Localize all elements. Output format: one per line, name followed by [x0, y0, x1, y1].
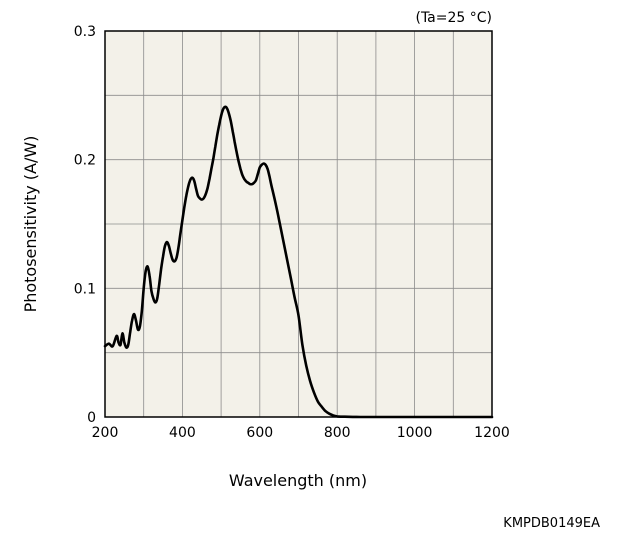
y-axis-title: Photosensitivity (A/W) [21, 136, 40, 313]
x-tick-label: 400 [169, 425, 196, 441]
grid [105, 31, 492, 417]
x-axis-title: Wavelength (nm) [229, 471, 367, 490]
x-tick-label: 1200 [474, 425, 510, 441]
y-tick-label: 0.2 [74, 153, 96, 169]
condition-note: (Ta=25 °C) [415, 10, 492, 26]
figure-code: KMPDB0149EA [503, 516, 600, 531]
x-tick-label: 600 [246, 425, 273, 441]
x-tick-labels: 200 400 600 800 1000 1200 [92, 425, 510, 441]
y-tick-label: 0.3 [74, 24, 96, 40]
x-tick-label: 800 [324, 425, 351, 441]
y-tick-label: 0.1 [74, 281, 96, 297]
y-tick-labels: 0 0.1 0.2 0.3 [74, 24, 96, 426]
x-tick-label: 200 [92, 425, 119, 441]
x-tick-label: 1000 [397, 425, 433, 441]
plot-frame [104, 30, 493, 418]
y-tick-label: 0 [87, 410, 96, 426]
